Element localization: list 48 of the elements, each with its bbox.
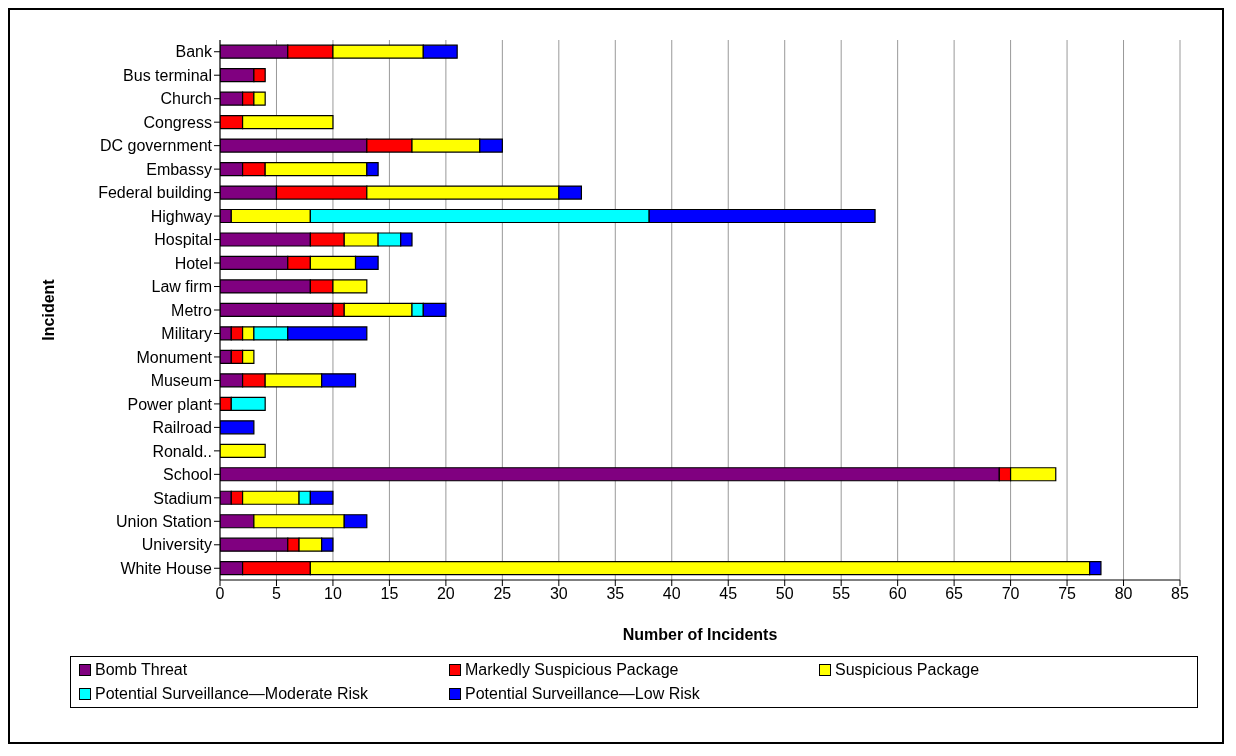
- y-tick-label: School: [163, 466, 212, 484]
- y-tick-label: Congress: [143, 113, 212, 131]
- y-tick-label: Hotel: [174, 254, 212, 272]
- legend-label: Potential Surveillance—Moderate Risk: [95, 685, 369, 703]
- y-tick-label: Church: [160, 90, 212, 108]
- x-tick-label: 70: [1001, 585, 1020, 603]
- x-tick-label: 60: [888, 585, 907, 603]
- x-tick-label: 25: [493, 585, 512, 603]
- x-tick-label: 35: [606, 585, 625, 603]
- x-tick-label: 40: [662, 585, 681, 603]
- y-tick-label: Federal building: [98, 184, 212, 202]
- y-tick-label: Bank: [175, 43, 213, 61]
- x-tick-label: 55: [832, 585, 851, 603]
- legend-label: Bomb Threat: [95, 661, 188, 679]
- x-tick-label: 45: [719, 585, 738, 603]
- y-tick-label: Metro: [171, 301, 213, 319]
- y-tick-label: University: [141, 536, 212, 554]
- y-tick-label: DC government: [99, 137, 213, 155]
- x-tick-label: 20: [436, 585, 455, 603]
- y-tick-label: Monument: [136, 348, 213, 366]
- legend-label: Markedly Suspicious Package: [465, 661, 679, 679]
- x-tick-label: 10: [324, 585, 342, 603]
- legend-label: Potential Surveillance—Low Risk: [465, 685, 700, 703]
- y-tick-label: Highway: [150, 207, 212, 225]
- x-tick-label: 5: [272, 585, 282, 603]
- y-tick-label: Law firm: [151, 278, 212, 296]
- y-tick-label: Stadium: [153, 489, 212, 507]
- x-axis-title: Number of Incidents: [622, 626, 778, 643]
- y-tick-label: Hospital: [154, 231, 212, 249]
- y-tick-label: Museum: [150, 372, 212, 390]
- x-tick-label: 80: [1114, 585, 1133, 603]
- y-tick-label: Power plant: [127, 395, 213, 413]
- y-tick-label: Military: [161, 325, 212, 343]
- y-tick-label: Embassy: [146, 160, 212, 178]
- x-tick-label: 65: [945, 585, 964, 603]
- y-tick-label: Ronald..: [152, 442, 212, 460]
- y-tick-label: Union Station: [115, 512, 212, 530]
- y-tick-label: Railroad: [152, 419, 212, 437]
- x-tick-label: 85: [1171, 585, 1189, 603]
- legend-label: Suspicious Package: [835, 661, 980, 679]
- x-tick-label: 50: [775, 585, 794, 603]
- x-tick-label: 15: [380, 585, 399, 603]
- x-tick-label: 0: [215, 585, 225, 603]
- y-tick-label: White House: [120, 559, 213, 577]
- x-tick-label: 30: [549, 585, 568, 603]
- x-tick-label: 75: [1058, 585, 1077, 603]
- y-axis-title: Incident: [39, 278, 57, 341]
- y-tick-label: Bus terminal: [123, 66, 212, 84]
